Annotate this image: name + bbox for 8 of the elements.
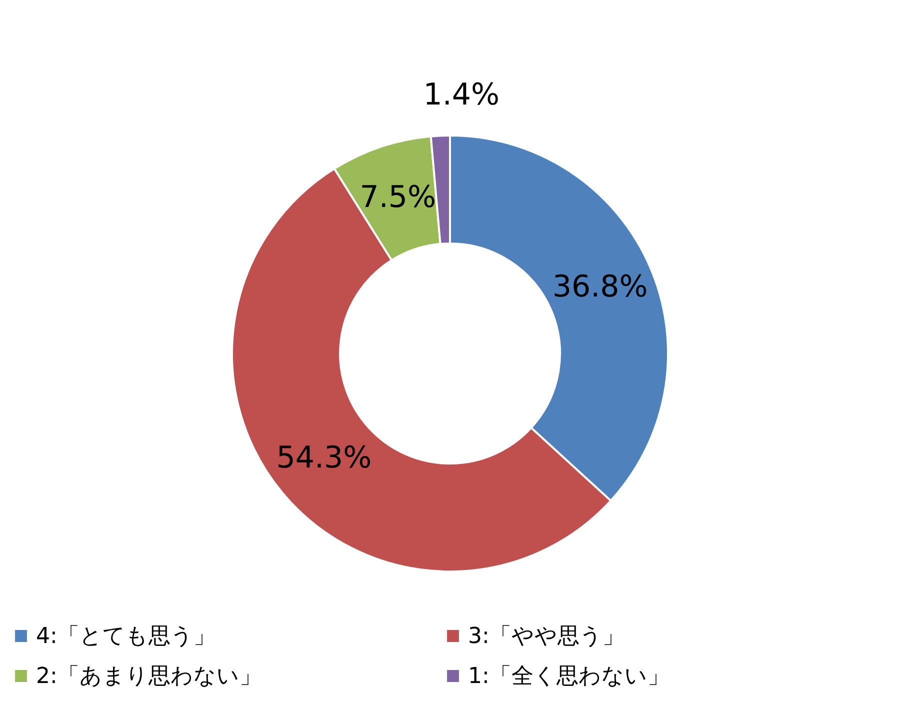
data-label: 7.5%: [360, 180, 436, 216]
data-label: 36.8%: [552, 269, 648, 304]
legend-label: 1:「全く思わない」: [468, 664, 670, 689]
data-label: 1.4%: [423, 78, 500, 113]
legend-label: 3:「やや思う」: [468, 624, 624, 649]
legend-label: 4:「とても思う」: [36, 624, 216, 649]
legend-label: 2:「あまり思わない」: [36, 664, 262, 689]
data-label: 54.3%: [276, 440, 372, 476]
